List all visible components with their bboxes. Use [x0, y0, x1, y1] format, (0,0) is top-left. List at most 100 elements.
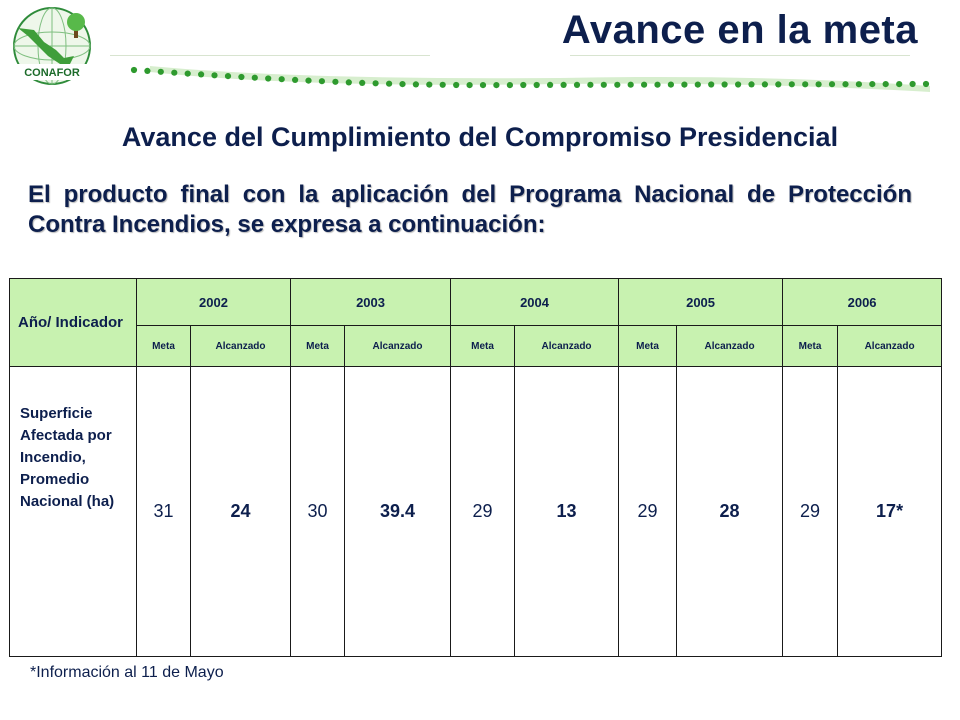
decor-dot — [171, 69, 178, 76]
decor-dot — [211, 72, 218, 79]
meta-value: 31 — [136, 366, 191, 657]
decor-dot — [842, 81, 849, 88]
year-header: 2006 — [782, 278, 943, 326]
decor-dot — [130, 66, 138, 74]
section-subtitle: Avance del Cumplimiento del Compromiso P… — [121, 122, 839, 152]
corner-header: Año/ Indicador — [9, 278, 137, 367]
decor-dot — [775, 81, 782, 88]
table-row: Superficie Afectada por Incendio, Promed… — [9, 366, 943, 657]
alcanzado-value: 39.4 — [344, 366, 452, 657]
meta-value: 29 — [618, 366, 678, 657]
decor-dot — [318, 78, 325, 85]
decor-dot — [506, 82, 513, 89]
decor-dot — [224, 73, 232, 80]
year-header: 2002 — [135, 278, 292, 326]
decor-dot — [735, 81, 742, 88]
decor-dot — [144, 67, 151, 74]
decor-dot — [681, 81, 688, 88]
decor-dot — [721, 81, 728, 88]
decor-dot — [828, 81, 836, 88]
decor-dot — [896, 81, 903, 88]
decor-dot — [587, 81, 594, 88]
meta-header: Meta — [450, 325, 516, 367]
decor-dot — [600, 81, 607, 88]
decor-dot — [479, 82, 487, 89]
decor-dot — [761, 81, 769, 88]
meta-value: 29 — [450, 366, 516, 657]
dotted-decoration — [130, 66, 930, 92]
header-rule-left — [110, 55, 430, 56]
decor-dot — [869, 81, 876, 88]
subheader-row: Meta Alcanzado Meta Alcanzado Meta Alcan… — [10, 325, 943, 367]
decor-dot — [882, 81, 889, 88]
decor-dot — [708, 81, 715, 88]
decor-dot — [614, 81, 621, 88]
decor-dot — [788, 81, 795, 88]
decor-dot — [426, 81, 433, 88]
year-header: 2004 — [450, 278, 620, 326]
decor-dot — [694, 81, 701, 88]
decor-dot — [399, 81, 406, 88]
meta-value: 30 — [290, 366, 346, 657]
alcanzado-value: 17* — [837, 366, 943, 657]
decor-dot — [184, 70, 191, 77]
meta-header: Meta — [290, 325, 346, 367]
indicator-label: Superficie Afectada por Incendio, Promed… — [9, 366, 137, 657]
intro-paragraph: El producto final con la aplicación del … — [28, 181, 912, 238]
decor-dot — [466, 82, 473, 89]
decor-dot — [748, 81, 755, 88]
alcanzado-header: Alcanzado — [344, 325, 452, 367]
page-title: Avance en la meta — [561, 8, 918, 52]
meta-header: Meta — [136, 325, 191, 367]
decor-dot — [855, 81, 863, 88]
decor-dot — [493, 82, 500, 89]
decor-dot — [198, 71, 205, 78]
decor-dot — [359, 79, 366, 86]
decor-dot — [909, 80, 916, 88]
decor-dot — [251, 74, 258, 81]
decor-dot — [238, 73, 245, 81]
alcanzado-value: 28 — [676, 366, 784, 657]
meta-header: Meta — [618, 325, 678, 367]
decor-dot — [372, 80, 379, 87]
header-rule-right — [570, 55, 910, 56]
decor-dot — [439, 81, 446, 88]
alcanzado-value: 24 — [189, 366, 292, 657]
alcanzado-value: 13 — [514, 366, 620, 657]
year-header: 2003 — [290, 278, 452, 326]
meta-value: 29 — [782, 366, 839, 657]
decor-dot — [922, 80, 930, 88]
year-header-row: Año/ Indicador 2002 2003 2004 2005 2006 — [9, 278, 943, 367]
decor-dot — [547, 81, 554, 88]
decor-dot — [412, 81, 419, 88]
footnote: *Información al 11 de Mayo — [30, 664, 224, 681]
decor-dot — [560, 81, 567, 88]
logo-text: CONAFOR — [24, 67, 80, 79]
decor-dot — [278, 76, 285, 83]
meta-header: Meta — [782, 325, 839, 367]
decor-dot — [641, 81, 648, 88]
decor-dot — [520, 81, 527, 89]
decor-dot — [627, 81, 634, 88]
conafor-logo: CONAFOR — [12, 7, 92, 85]
decor-dot — [815, 81, 822, 88]
year-header: 2005 — [618, 278, 784, 326]
decor-dot — [802, 81, 809, 88]
decor-dot — [386, 80, 393, 87]
decor-dot — [345, 79, 352, 86]
alcanzado-header: Alcanzado — [676, 325, 784, 367]
decor-dot — [654, 81, 661, 88]
decor-dot — [157, 68, 164, 75]
decor-dot — [292, 76, 299, 83]
decor-dot — [667, 81, 675, 88]
progress-table: Año/ Indicador 2002 2003 2004 2005 2006 … — [9, 278, 943, 657]
alcanzado-header: Alcanzado — [837, 325, 943, 367]
decor-dot — [453, 81, 460, 89]
decor-dot — [533, 81, 540, 89]
alcanzado-header: Alcanzado — [189, 325, 292, 367]
decor-dot — [265, 75, 272, 82]
alcanzado-header: Alcanzado — [514, 325, 620, 367]
decor-dot — [573, 81, 581, 88]
decor-dot — [332, 78, 339, 85]
decor-dot — [305, 77, 312, 84]
